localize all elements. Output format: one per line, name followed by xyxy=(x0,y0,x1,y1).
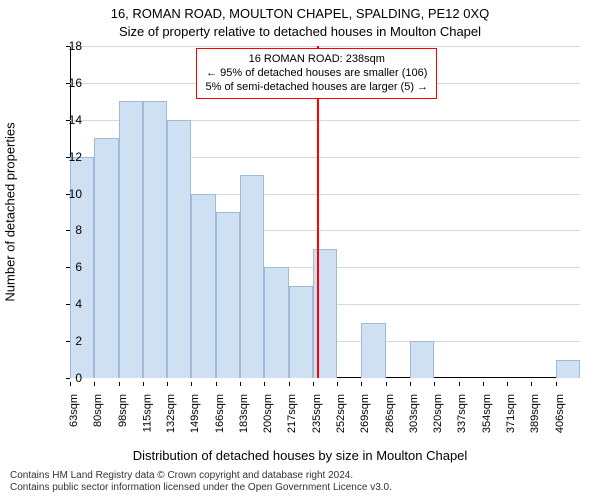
histogram-bar xyxy=(240,175,264,378)
histogram-plot: 16 ROMAN ROAD: 238sqm← 95% of detached h… xyxy=(70,46,580,378)
footer-line-2: Contains public sector information licen… xyxy=(10,482,590,494)
x-tick xyxy=(143,382,144,386)
x-tick-label: 235sqm xyxy=(311,394,323,433)
histogram-bar xyxy=(167,120,191,378)
callout-line: ← 95% of detached houses are smaller (10… xyxy=(205,67,428,81)
x-tick-label: 98sqm xyxy=(117,394,129,427)
x-tick xyxy=(361,382,362,386)
histogram-bar xyxy=(143,101,167,378)
x-tick-label: 286sqm xyxy=(384,394,396,433)
y-tick xyxy=(66,378,70,379)
attribution-footer: Contains HM Land Registry data © Crown c… xyxy=(10,470,590,494)
histogram-bar xyxy=(361,323,385,378)
x-tick-labels: 63sqm 80sqm 98sqm 115sqm 132sqm 149sqm 166sqm 1… xyxy=(70,382,580,442)
x-tick xyxy=(216,382,217,386)
x-tick xyxy=(507,382,508,386)
x-tick-label: 63sqm xyxy=(68,394,80,427)
x-tick xyxy=(434,382,435,386)
x-tick xyxy=(70,382,71,386)
callout-box: 16 ROMAN ROAD: 238sqm← 95% of detached h… xyxy=(196,48,437,99)
gridline xyxy=(70,46,580,47)
histogram-bar xyxy=(410,341,434,378)
x-tick xyxy=(556,382,557,386)
y-tick xyxy=(66,267,70,268)
y-tick xyxy=(66,83,70,84)
x-tick-label: 337sqm xyxy=(457,394,469,433)
x-tick xyxy=(459,382,460,386)
x-tick-label: 371sqm xyxy=(505,394,517,433)
x-tick-label: 354sqm xyxy=(481,394,493,433)
x-tick-label: 183sqm xyxy=(238,394,250,433)
y-tick xyxy=(66,304,70,305)
x-tick xyxy=(313,382,314,386)
x-tick-label: 252sqm xyxy=(335,394,347,433)
x-tick xyxy=(191,382,192,386)
x-tick xyxy=(410,382,411,386)
page-title-2: Size of property relative to detached ho… xyxy=(0,24,600,39)
y-tick xyxy=(66,157,70,158)
x-tick xyxy=(119,382,120,386)
x-tick xyxy=(264,382,265,386)
histogram-bar xyxy=(191,194,215,378)
page-title-1: 16, ROMAN ROAD, MOULTON CHAPEL, SPALDING… xyxy=(0,6,600,21)
x-tick-label: 166sqm xyxy=(214,394,226,433)
x-tick xyxy=(289,382,290,386)
y-tick xyxy=(66,120,70,121)
histogram-bar xyxy=(264,267,288,378)
histogram-bar xyxy=(216,212,240,378)
y-axis-title: Number of detached properties xyxy=(3,122,18,301)
x-tick-label: 406sqm xyxy=(554,394,566,433)
histogram-bar xyxy=(94,138,118,378)
x-tick xyxy=(337,382,338,386)
x-tick xyxy=(531,382,532,386)
y-tick xyxy=(66,230,70,231)
x-axis-title: Distribution of detached houses by size … xyxy=(0,448,600,463)
x-tick-label: 115sqm xyxy=(141,394,153,432)
x-tick xyxy=(94,382,95,386)
x-tick-label: 200sqm xyxy=(262,394,274,433)
x-tick xyxy=(386,382,387,386)
x-tick-label: 217sqm xyxy=(287,394,299,433)
x-tick-label: 269sqm xyxy=(359,394,371,433)
x-tick-label: 132sqm xyxy=(165,394,177,433)
x-tick xyxy=(240,382,241,386)
callout-line: 5% of semi-detached houses are larger (5… xyxy=(205,81,428,95)
x-tick xyxy=(483,382,484,386)
x-tick-label: 389sqm xyxy=(529,394,541,433)
x-tick-label: 80sqm xyxy=(92,394,104,427)
footer-line-1: Contains HM Land Registry data © Crown c… xyxy=(10,470,590,482)
histogram-bar xyxy=(119,101,143,378)
x-tick-label: 320sqm xyxy=(432,394,444,433)
x-tick-label: 149sqm xyxy=(189,394,201,433)
callout-line: 16 ROMAN ROAD: 238sqm xyxy=(205,53,428,67)
histogram-bar xyxy=(556,360,580,378)
histogram-bar xyxy=(289,286,313,378)
y-tick xyxy=(66,341,70,342)
x-tick-label: 303sqm xyxy=(408,394,420,433)
x-tick xyxy=(167,382,168,386)
y-tick xyxy=(66,46,70,47)
y-tick xyxy=(66,194,70,195)
